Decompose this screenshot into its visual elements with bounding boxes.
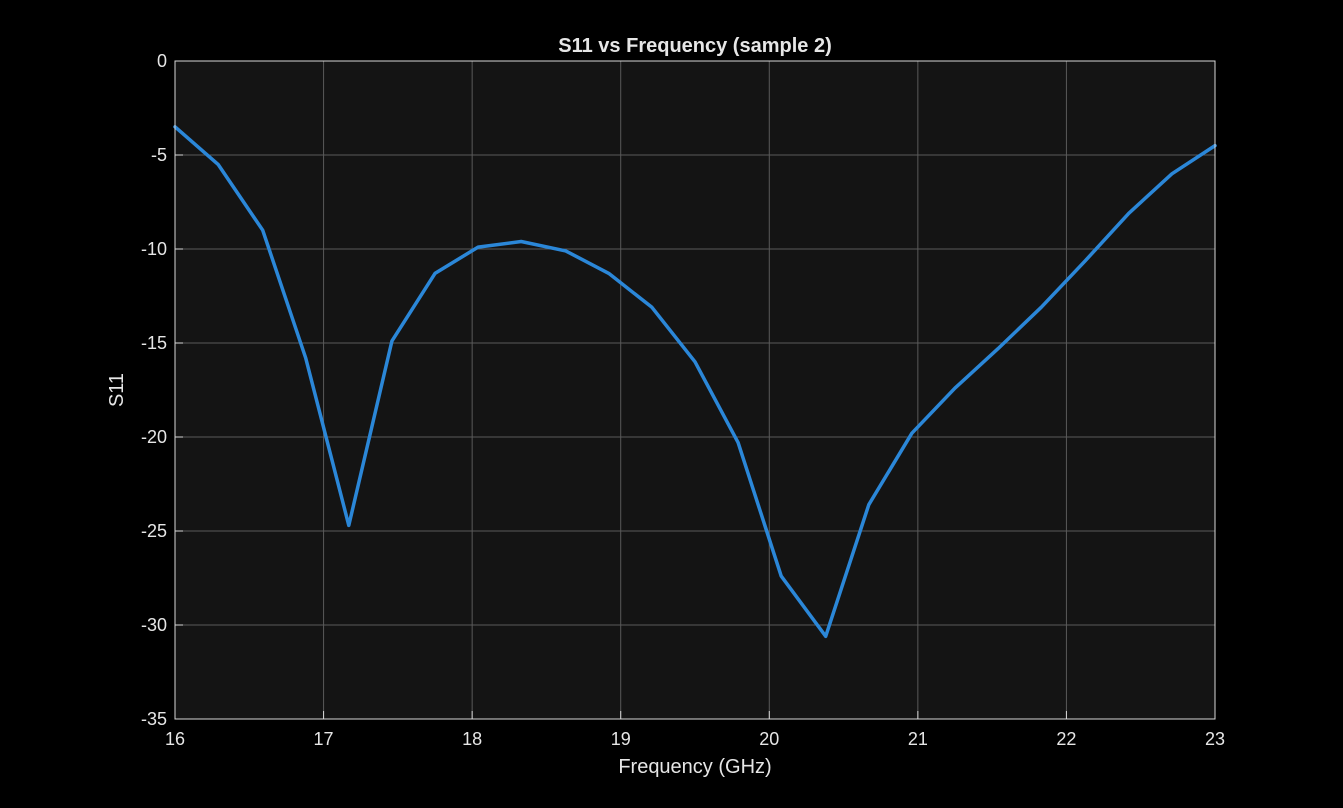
x-tick-label: 16: [165, 729, 185, 749]
y-tick-label: -10: [141, 239, 167, 259]
axes-frame: [174, 60, 1216, 720]
y-tick-label: -5: [151, 145, 167, 165]
x-tick-label: 19: [611, 729, 631, 749]
x-axis-ticks: 16 17 18 19 20 21 22 23: [165, 711, 1225, 749]
y-tick-label: -20: [141, 427, 167, 447]
y-tick-label: -30: [141, 615, 167, 635]
y-axis-ticks: 0 -5 -10 -15 -20 -25 -30 -35: [141, 51, 183, 729]
plot-area: [175, 61, 1215, 719]
chart-title: S11 vs Frequency (sample 2): [558, 35, 831, 57]
x-tick-label: 18: [462, 729, 482, 749]
y-tick-label: -35: [141, 709, 167, 729]
x-tick-label: 23: [1205, 729, 1225, 749]
x-tick-label: 21: [908, 729, 928, 749]
y-axis-label: S11: [106, 373, 128, 407]
y-tick-label: -15: [141, 333, 167, 353]
series-layer: [173, 125, 1217, 639]
series-line: [173, 125, 1217, 639]
y-tick-label: 0: [157, 51, 167, 71]
x-tick-label: 17: [314, 729, 334, 749]
x-tick-label: 20: [759, 729, 779, 749]
x-axis-label: Frequency (GHz): [618, 756, 771, 778]
y-tick-label: -25: [141, 521, 167, 541]
x-tick-label: 22: [1056, 729, 1076, 749]
